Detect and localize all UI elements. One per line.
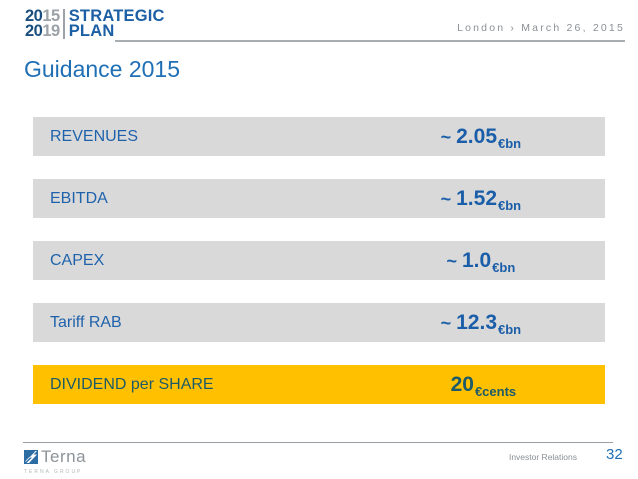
logo-year1-light: 15 bbox=[42, 7, 60, 25]
logo-divider bbox=[62, 9, 65, 39]
terna-pylon-icon bbox=[24, 450, 38, 464]
approx-sign: ~ bbox=[446, 250, 457, 271]
footer-section-label: Investor Relations bbox=[508, 452, 577, 462]
value-unit: €cents bbox=[474, 383, 517, 399]
metric-value: 20€cents bbox=[446, 372, 517, 399]
header-divider-line bbox=[115, 40, 625, 42]
logo-year2-light: 19 bbox=[42, 22, 60, 40]
page-title: Guidance 2015 bbox=[24, 56, 181, 82]
metric-row-dividend: DIVIDEND per SHARE 20€cents bbox=[33, 365, 605, 404]
terna-logo-top: Terna bbox=[24, 447, 94, 467]
metric-value: ~1.52€bn bbox=[440, 186, 522, 213]
terna-brand-name: Terna bbox=[41, 447, 87, 466]
logo-word-strategic: STRATEGIC bbox=[68, 7, 165, 25]
metric-row-tariff-rab: Tariff RAB ~12.3€bn bbox=[33, 303, 605, 342]
page-number: 32 bbox=[606, 446, 623, 463]
value-number: 12.3 bbox=[456, 310, 498, 334]
logo-words: STRATEGIC PLAN bbox=[68, 7, 165, 40]
approx-sign: ~ bbox=[440, 126, 452, 147]
event-date: London › March 26, 2015 bbox=[457, 22, 625, 34]
footer-divider-line bbox=[23, 442, 613, 443]
metric-label: Tariff RAB bbox=[50, 313, 122, 331]
metric-label: CAPEX bbox=[50, 251, 105, 269]
value-unit: €bn bbox=[498, 135, 522, 151]
logo-year2-bold: 20 bbox=[25, 22, 43, 40]
metric-label: DIVIDEND per SHARE bbox=[50, 375, 214, 393]
value-unit: €bn bbox=[498, 321, 522, 337]
logo-years: 2015 2019 bbox=[25, 7, 60, 40]
metrics-list: REVENUES ~2.05€bn EBITDA ~1.52€bn CAPEX … bbox=[33, 117, 605, 427]
metric-label: EBITDA bbox=[50, 189, 108, 207]
value-unit: €bn bbox=[492, 259, 516, 275]
terna-brand-tagline: TERNA GROUP bbox=[24, 469, 83, 475]
logo-word-plan: PLAN bbox=[68, 22, 115, 40]
metric-value: ~1.0€bn bbox=[446, 248, 516, 275]
logo-year1-bold: 20 bbox=[25, 7, 43, 25]
value-number: 20 bbox=[450, 372, 474, 396]
approx-sign: ~ bbox=[440, 312, 452, 333]
approx-sign: ~ bbox=[440, 188, 452, 209]
value-unit: €bn bbox=[498, 197, 522, 213]
metric-row-revenues: REVENUES ~2.05€bn bbox=[33, 117, 605, 156]
metric-value: ~12.3€bn bbox=[440, 310, 522, 337]
metric-row-capex: CAPEX ~1.0€bn bbox=[33, 241, 605, 280]
metric-value: ~2.05€bn bbox=[440, 124, 522, 151]
metric-label: REVENUES bbox=[50, 127, 139, 145]
value-number: 1.0 bbox=[461, 248, 492, 272]
logo-year-1: 2015 bbox=[25, 7, 60, 25]
value-number: 1.52 bbox=[456, 186, 498, 210]
metric-row-ebitda: EBITDA ~1.52€bn bbox=[33, 179, 605, 218]
value-number: 2.05 bbox=[456, 124, 498, 148]
strategic-plan-logo: 2015 2019 STRATEGIC PLAN bbox=[25, 7, 165, 40]
terna-logo: Terna TERNA GROUP bbox=[24, 447, 94, 475]
logo-year-2: 2019 bbox=[25, 22, 60, 40]
